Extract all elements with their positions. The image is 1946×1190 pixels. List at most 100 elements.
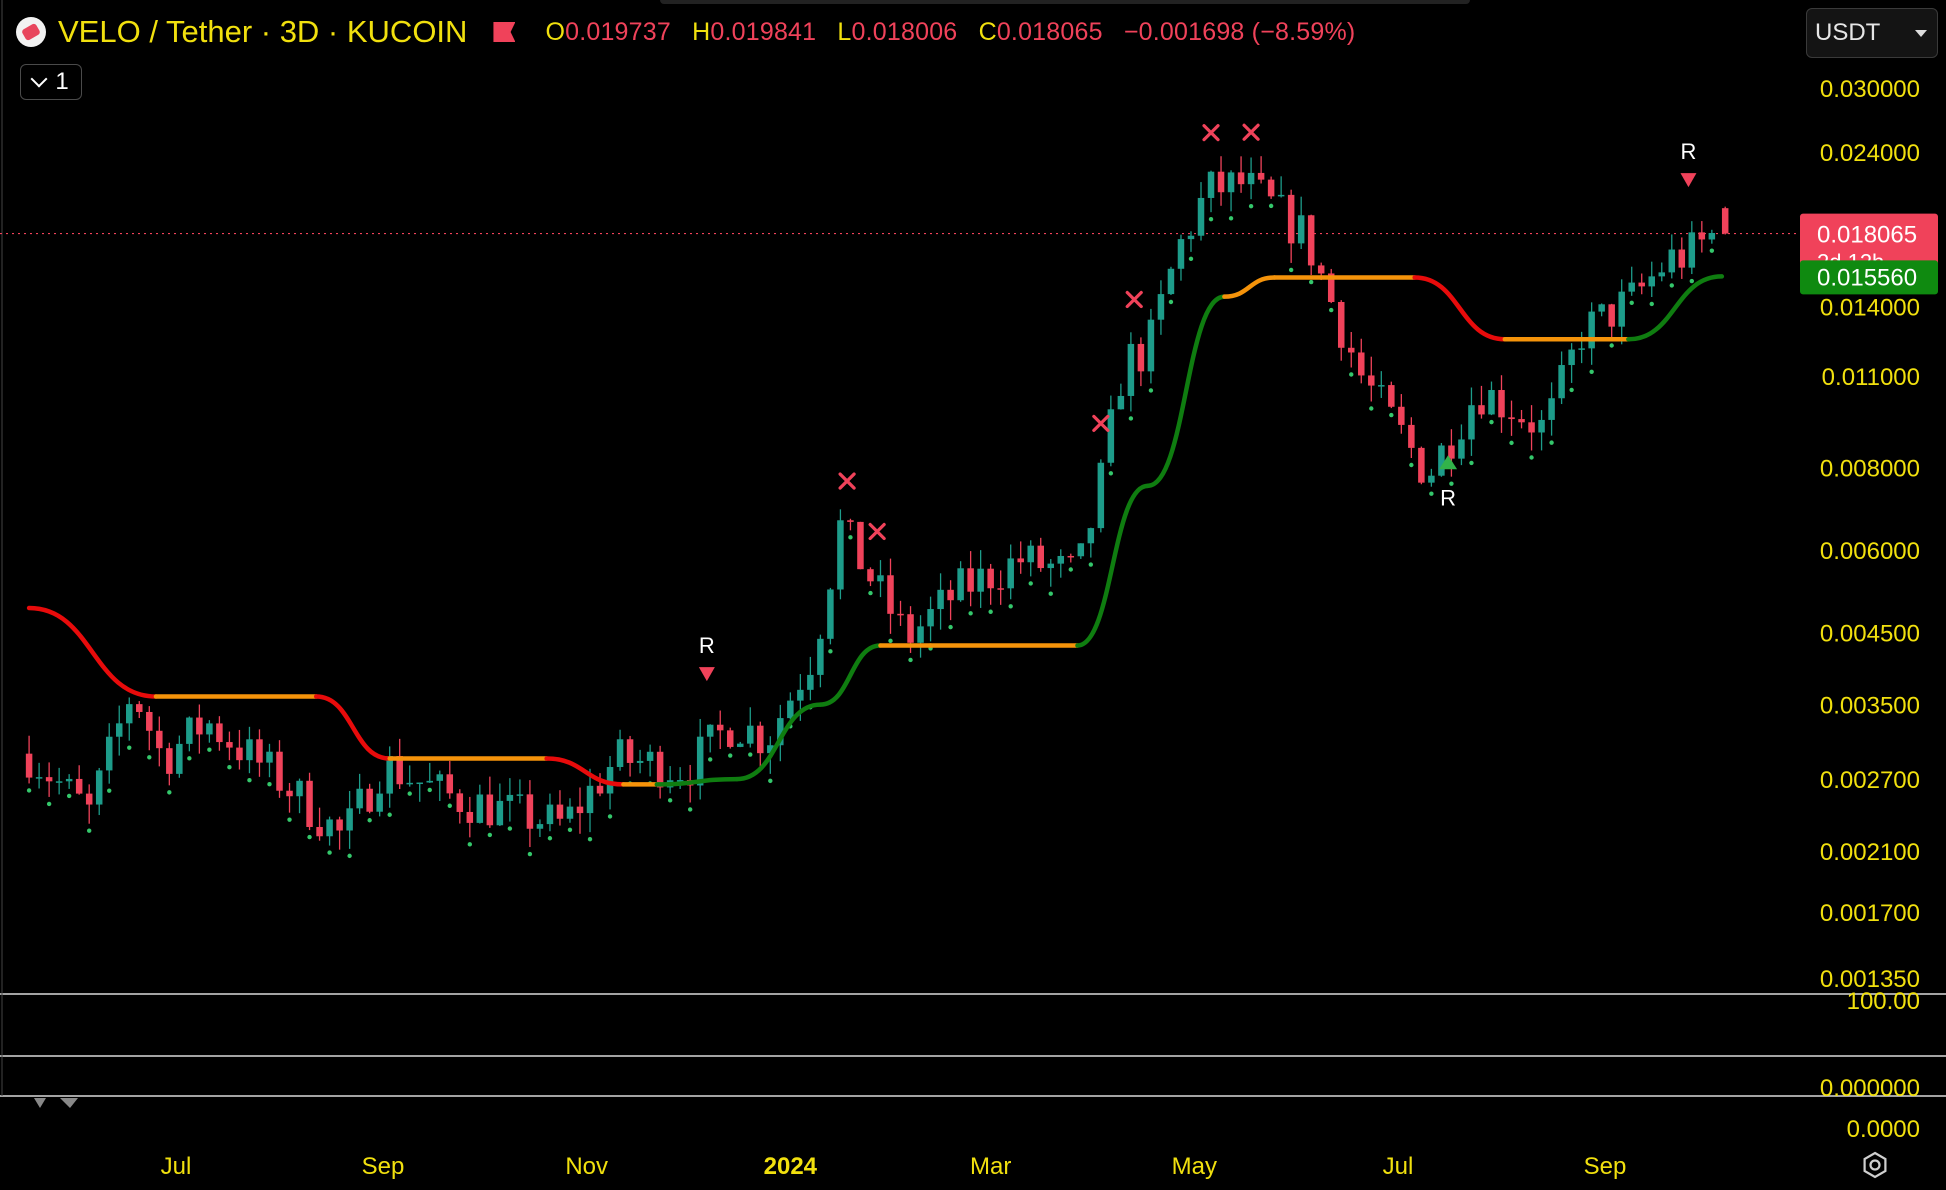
cross-marker xyxy=(868,522,886,541)
candle-body xyxy=(726,730,734,747)
support-dot xyxy=(1248,203,1254,209)
candle-body xyxy=(1688,232,1696,268)
candle-body xyxy=(1438,445,1445,476)
support-dot xyxy=(26,788,32,793)
support-dot xyxy=(1449,481,1454,486)
support-dot xyxy=(1068,567,1073,572)
support-dot xyxy=(1389,412,1394,418)
candle-body xyxy=(436,774,444,781)
support-dot xyxy=(1409,462,1414,468)
candle-body xyxy=(887,575,894,614)
support-dot xyxy=(387,812,392,817)
candle-body xyxy=(146,711,153,731)
open-label: O xyxy=(545,17,566,46)
candle-body xyxy=(236,747,243,761)
support-dot xyxy=(888,638,893,644)
candle-body xyxy=(126,704,133,724)
trailing-stop-segment xyxy=(654,776,740,787)
trailing-stop-segment xyxy=(734,702,823,782)
trailing-stop-layer xyxy=(26,274,1725,787)
candle-body xyxy=(1007,558,1014,589)
support-dot xyxy=(908,657,913,663)
support-dot xyxy=(1709,248,1715,253)
settings-gear-icon[interactable] xyxy=(1861,1151,1889,1179)
currency-select[interactable]: USDT xyxy=(1806,8,1938,58)
trailing-stop-segment xyxy=(313,694,392,761)
candle-body xyxy=(446,774,454,794)
candle-body xyxy=(556,804,564,819)
candle-body xyxy=(1127,343,1135,396)
support-dot xyxy=(1549,440,1554,445)
candle-body xyxy=(1678,249,1686,268)
candle-body xyxy=(1488,390,1495,415)
cross-icon xyxy=(1092,414,1110,432)
support-dot xyxy=(467,842,473,847)
indicator-collapse-button[interactable]: 1 xyxy=(20,64,82,100)
candle-body xyxy=(296,780,303,797)
candle-body xyxy=(226,742,233,748)
candle-body xyxy=(1187,235,1195,240)
candle-body xyxy=(576,806,584,814)
candle-body xyxy=(1538,419,1545,433)
support-dot xyxy=(207,747,212,752)
y-tick-label: 0.014000 xyxy=(1820,295,1920,322)
support-dot xyxy=(1669,283,1674,288)
support-dot xyxy=(1589,369,1594,375)
candle-body xyxy=(656,751,664,788)
support-dot xyxy=(1509,440,1514,446)
symbol-title[interactable]: VELO / Tether · 3D · KUCOIN xyxy=(58,14,468,49)
support-dot xyxy=(948,624,953,630)
support-dot xyxy=(227,765,232,770)
indicator-count: 1 xyxy=(55,68,69,95)
candle-body xyxy=(466,811,474,823)
marker-label: R xyxy=(1440,485,1456,510)
cross-icon xyxy=(1125,290,1143,309)
low-label: L xyxy=(837,17,852,46)
stop-price-tag xyxy=(1800,260,1938,295)
symbol-logo-icon[interactable] xyxy=(16,17,46,47)
candle-body xyxy=(807,674,814,690)
support-dot xyxy=(1048,591,1053,596)
trailing-stop-segment xyxy=(26,605,159,699)
support-dot xyxy=(728,753,733,758)
candle-body xyxy=(646,751,654,761)
cross-marker xyxy=(1242,123,1260,141)
trailing-stop-segment xyxy=(1626,274,1725,342)
candle-body xyxy=(1157,294,1165,320)
candle-body xyxy=(797,689,804,701)
ohlc-readout: O0.019737 H0.019841 L0.018006 C0.018065 … xyxy=(545,18,1355,47)
last-candle-body xyxy=(1721,208,1729,234)
cross-icon xyxy=(868,522,886,541)
candle-body xyxy=(1658,272,1666,277)
candle-body xyxy=(1458,439,1465,459)
support-dot xyxy=(1268,203,1274,209)
candle-body xyxy=(897,613,904,616)
x-tick-label: May xyxy=(1172,1153,1217,1180)
candle-body xyxy=(496,800,504,826)
candle-body xyxy=(837,520,844,590)
candle-body xyxy=(1558,365,1565,399)
support-dot xyxy=(1489,419,1494,425)
support-dot xyxy=(367,818,372,823)
support-dot xyxy=(1288,267,1294,273)
candle-body xyxy=(857,521,864,570)
candle-body xyxy=(1418,447,1425,483)
candle-body xyxy=(216,723,223,743)
candle-body xyxy=(706,724,714,737)
candle-body xyxy=(1548,398,1555,420)
candle-body xyxy=(1578,348,1585,350)
candle-body xyxy=(1237,172,1245,185)
candle-body xyxy=(947,589,954,601)
x-tick-label: 2024 xyxy=(764,1153,818,1180)
support-dot xyxy=(1308,279,1314,285)
stop-price-value: 0.015560 xyxy=(1817,264,1917,291)
candle-body xyxy=(616,739,624,767)
candle-body xyxy=(486,794,494,826)
support-dot xyxy=(587,836,593,842)
cross-marker xyxy=(838,472,856,490)
candle-body xyxy=(977,568,984,592)
candle-body xyxy=(1247,172,1255,185)
candle-body xyxy=(316,826,323,837)
candle-body xyxy=(65,778,73,782)
